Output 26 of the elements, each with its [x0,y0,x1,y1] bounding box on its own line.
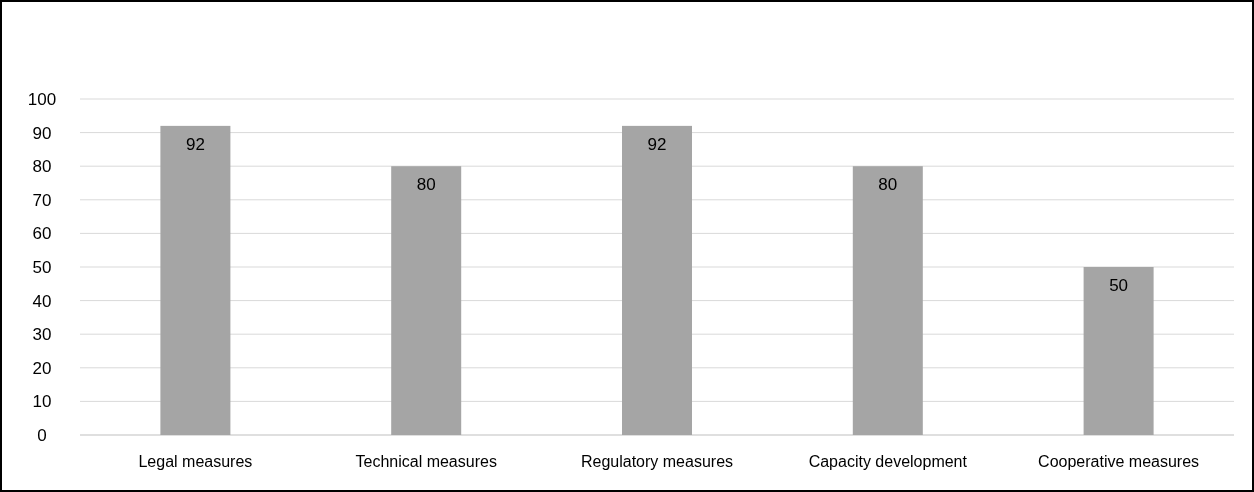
y-tick-label: 50 [32,257,52,277]
data-label: 80 [878,175,898,195]
y-tick-label: 30 [32,325,52,345]
x-tick-label: Regulatory measures [580,453,734,470]
y-tick-label: 70 [32,190,52,210]
bar [160,125,231,435]
y-tick-label: 90 [32,123,52,143]
x-tick-label: Technical measures [355,453,497,470]
bar [391,166,462,435]
y-tick-label: 40 [32,291,52,311]
y-tick-label: 80 [32,157,52,177]
y-tick-label: 0 [37,425,47,445]
bar [852,166,923,435]
y-tick-label: 100 [27,89,57,109]
data-label: 92 [647,134,667,154]
y-tick-label: 10 [32,392,52,412]
y-tick-label: 60 [32,224,52,244]
y-tick-label: 20 [32,358,52,378]
bar [1083,267,1154,435]
data-label: 92 [185,134,205,154]
bar [622,125,692,435]
x-tick-label: Legal measures [138,453,253,470]
data-label: 50 [1109,276,1129,295]
x-tick-label: Capacity development [808,453,968,470]
data-label: 80 [416,175,436,195]
x-tick-label: Cooperative measures [1038,453,1200,470]
